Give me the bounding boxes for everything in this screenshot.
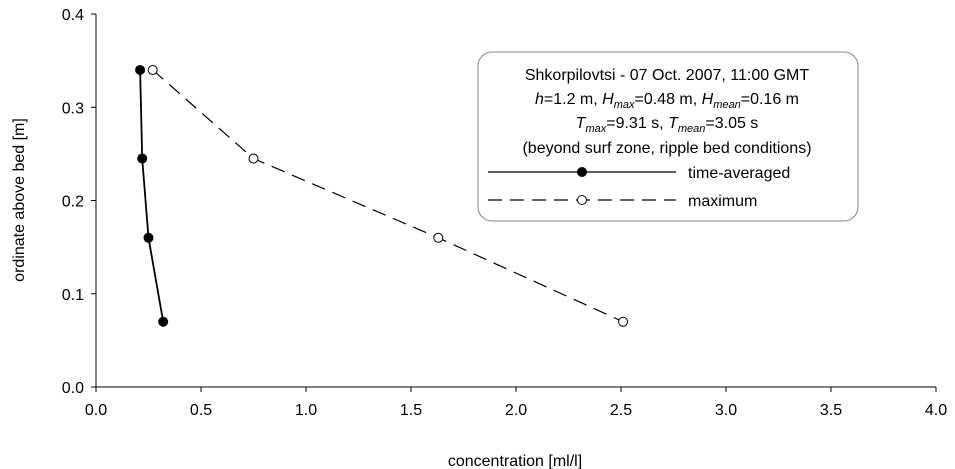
- series-maximum-point: [433, 232, 444, 243]
- hmean-value: =0.16 m: [741, 91, 799, 108]
- series-time-averaged-point: [135, 64, 146, 75]
- hmax-subscript: max: [614, 99, 635, 111]
- tmax-value: =9.31 s,: [606, 115, 668, 132]
- x-axis-ticks: 0.0 0.5 1.0 1.5 2.0 2.5 3.0 3.5 4.0: [85, 387, 947, 419]
- legend-frame: [477, 51, 859, 222]
- y-tick-label: 0.0: [62, 380, 84, 397]
- series-time-averaged-point: [143, 232, 154, 243]
- x-tick-label: 3.5: [820, 402, 842, 419]
- x-axis-title: concentration [ml/l]: [448, 453, 582, 469]
- x-tick-label: 4.0: [925, 402, 947, 419]
- tmean-value: =3.05 s: [705, 115, 758, 132]
- y-tick-label: 0.3: [62, 100, 84, 117]
- x-tick-label: 2.0: [505, 402, 527, 419]
- legend-box: Shkorpilovtsi - 07 Oct. 2007, 11:00 GMT …: [477, 51, 859, 222]
- y-tick-label: 0.2: [62, 194, 84, 211]
- y-tick-label: 0.1: [62, 287, 84, 304]
- tmax-symbol: T: [576, 115, 587, 132]
- x-tick-label: 1.0: [295, 402, 317, 419]
- hmax-value: =0.48 m,: [634, 91, 701, 108]
- legend-time-averaged-label: time-averaged: [688, 165, 790, 182]
- legend-time-averaged-marker: [577, 167, 587, 177]
- series-time-averaged-point: [158, 316, 169, 327]
- y-axis-ticks: 0.0 0.1 0.2 0.3 0.4: [62, 7, 96, 397]
- x-tick-label: 3.0: [715, 402, 737, 419]
- series-maximum-point: [147, 64, 158, 75]
- series-layer: [135, 64, 629, 327]
- x-tick-label: 1.5: [400, 402, 422, 419]
- series-maximum-point: [618, 316, 629, 327]
- y-tick-label: 0.4: [62, 7, 84, 24]
- x-tick-label: 0.0: [85, 402, 107, 419]
- annotation-location-date: Shkorpilovtsi - 07 Oct. 2007, 11:00 GMT: [525, 67, 810, 84]
- legend-maximum-label: maximum: [688, 193, 757, 210]
- annotation-wave-heights: h=1.2 m, Hmax=0.48 m, Hmean=0.16 m: [535, 91, 799, 111]
- x-tick-label: 0.5: [190, 402, 212, 419]
- h-symbol: h: [535, 91, 544, 108]
- hmax-symbol: H: [602, 91, 614, 108]
- annotation-wave-periods: Tmax=9.31 s, Tmean=3.05 s: [576, 115, 759, 135]
- hmean-symbol: H: [702, 91, 714, 108]
- y-axis-title: ordinate above bed [m]: [11, 118, 28, 282]
- series-maximum-line: [152, 69, 624, 323]
- tmean-symbol: T: [668, 115, 679, 132]
- x-tick-label: 2.5: [610, 402, 632, 419]
- tmax-subscript: max: [585, 123, 606, 135]
- series-time-averaged-line: [139, 69, 165, 322]
- annotation-conditions: (beyond surf zone, ripple bed conditions…: [522, 140, 811, 157]
- tmean-subscript: mean: [678, 123, 706, 135]
- series-maximum-point: [248, 153, 259, 164]
- hmean-subscript: mean: [713, 99, 741, 111]
- h-value: =1.2 m,: [544, 91, 602, 108]
- series-time-averaged-point: [137, 153, 148, 164]
- legend-maximum-marker: [577, 195, 587, 205]
